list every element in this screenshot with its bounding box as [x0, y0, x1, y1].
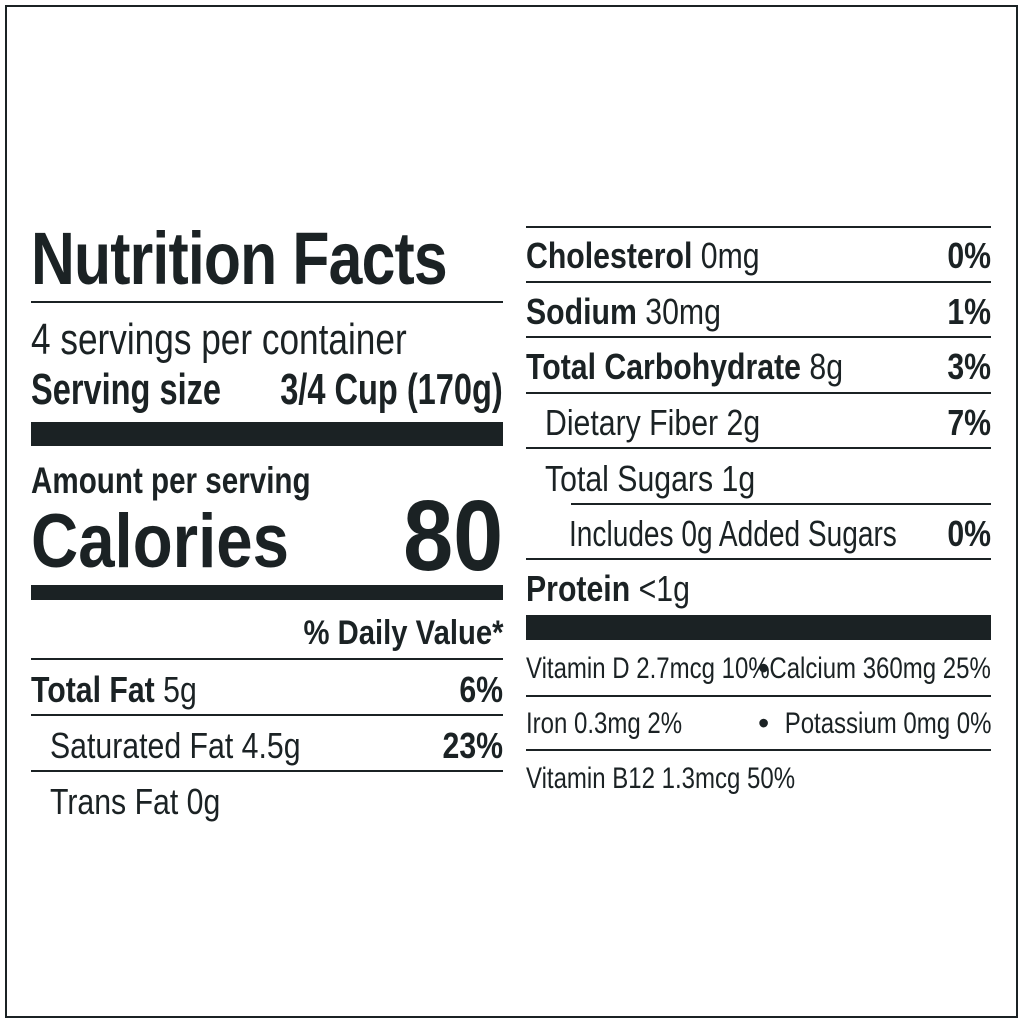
label-title: Nutrition Facts	[31, 222, 538, 296]
dv-value: 6%	[459, 669, 503, 710]
row-divider	[31, 714, 503, 716]
bullet-glyph: •	[758, 650, 770, 686]
label-frame	[5, 5, 1018, 1018]
bullet-icon: •	[758, 652, 769, 684]
row-divider	[31, 770, 503, 772]
title-divider	[31, 301, 503, 303]
nutrient-name: Protein	[526, 568, 631, 609]
nutrient-row-total-sugars: Total Sugars 1g	[545, 461, 795, 497]
total-carbohydrate-dv: 3%	[939, 349, 991, 385]
dv-value: 3%	[947, 346, 991, 387]
calories-label-text: Calories	[31, 499, 289, 584]
dv-value: 1%	[947, 291, 991, 332]
nutrient-name: Saturated Fat	[50, 725, 234, 766]
vitamin-b12-text: Vitamin B12 1.3mcg 50%	[526, 762, 796, 795]
serving-size-value: 3/4 Cup (170g)	[202, 368, 503, 412]
calories-label: Calories	[31, 504, 331, 580]
nutrient-amount: 5g	[163, 669, 197, 710]
nutrient-row-trans-fat: Trans Fat 0g	[50, 784, 253, 820]
nutrient-name: Trans Fat	[50, 781, 179, 822]
dv-value: 0%	[947, 235, 991, 276]
nutrient-name: Dietary Fiber	[545, 402, 719, 443]
vitamin-row-1-right: Calcium 360mg 25%	[714, 654, 991, 684]
daily-value-header: % Daily Value*	[271, 616, 503, 650]
nutrient-amount: 2g	[726, 402, 761, 443]
nutrient-row-sodium: Sodium 30mg	[526, 294, 758, 330]
protein-thick-bar	[526, 615, 991, 640]
nutrient-amount: <1g	[638, 568, 690, 609]
calories-value: 80	[392, 486, 503, 586]
row-divider	[526, 281, 991, 283]
saturated-fat-dv: 23%	[431, 728, 503, 764]
nutrient-row-cholesterol: Cholesterol 0mg	[526, 238, 804, 274]
nutrient-row-saturated-fat: Saturated Fat 4.5g	[50, 728, 348, 764]
amount-per-serving-text: Amount per serving	[31, 460, 311, 501]
cholesterol-dv: 0%	[939, 238, 991, 274]
nutrient-amount: 1g	[721, 458, 756, 499]
row-divider	[526, 558, 991, 560]
bullet-icon: •	[758, 707, 769, 739]
nutrient-name: Sodium	[526, 291, 637, 332]
vitamin-row-3: Vitamin B12 1.3mcg 50%	[526, 764, 862, 794]
servings-per-container: 4 servings per container	[31, 318, 501, 362]
serving-size-label-text: Serving size	[31, 365, 222, 414]
nutrient-amount: 0g	[186, 781, 221, 822]
nutrient-amount: 4.5g	[241, 725, 301, 766]
nutrient-row-protein: Protein <1g	[526, 571, 721, 607]
dv-value: 23%	[442, 725, 503, 766]
iron-text: Iron 0.3mg 2%	[526, 707, 683, 740]
calories-value-text: 80	[402, 480, 503, 592]
nutrient-row-added-sugars: Includes 0g Added Sugars	[569, 516, 989, 552]
nutrient-name: Cholesterol	[526, 235, 693, 276]
vitamin-row-2-left: Iron 0.3mg 2%	[526, 709, 721, 739]
sodium-dv: 1%	[939, 294, 991, 330]
nutrient-amount: 30mg	[645, 291, 721, 332]
total-fat-dv: 6%	[451, 672, 503, 708]
nutrient-name: Includes 0g Added Sugars	[569, 513, 897, 554]
dietary-fiber-dv: 7%	[939, 405, 991, 441]
row-divider	[526, 226, 991, 228]
servings-text: 4 servings per container	[31, 315, 407, 364]
nutrient-name: Total Fat	[31, 669, 155, 710]
daily-value-header-text: % Daily Value*	[303, 614, 503, 652]
vitamin-row-1-left: Vitamin D 2.7mcg 10%	[526, 654, 831, 684]
vitamin-row-2-right: Potassium 0mg 0%	[733, 709, 991, 739]
potassium-text: Potassium 0mg 0%	[784, 707, 991, 740]
nutrient-amount: 0mg	[700, 235, 760, 276]
calcium-text: Calcium 360mg 25%	[769, 652, 991, 685]
nutrient-row-dietary-fiber: Dietary Fiber 2g	[545, 405, 801, 441]
row-divider	[526, 749, 991, 751]
row-divider	[526, 695, 991, 697]
dv-value: 7%	[947, 402, 991, 443]
added-sugars-dv: 0%	[939, 516, 991, 552]
calories-bar	[31, 585, 503, 600]
serving-size-value-text: 3/4 Cup (170g)	[280, 365, 503, 414]
dv-value: 0%	[947, 513, 991, 554]
nutrient-name: Total Sugars	[545, 458, 714, 499]
nutrient-row-total-carbohydrate: Total Carbohydrate 8g	[526, 349, 903, 385]
serving-thick-bar	[31, 422, 503, 446]
dv-divider	[31, 658, 503, 660]
amount-per-serving: Amount per serving	[31, 462, 381, 499]
bullet-glyph: •	[758, 705, 770, 741]
row-divider	[526, 336, 991, 338]
label-title-text: Nutrition Facts	[31, 217, 448, 300]
vitamin-d-text: Vitamin D 2.7mcg 10%	[526, 652, 770, 685]
nutrient-row-total-fat: Total Fat 5g	[31, 672, 228, 708]
serving-size-label: Serving size	[31, 368, 288, 412]
row-divider	[526, 392, 991, 394]
added-sugars-divider	[571, 503, 991, 505]
nutrient-name: Total Carbohydrate	[526, 346, 801, 387]
row-divider	[526, 447, 991, 449]
nutrient-amount: 8g	[809, 346, 844, 387]
